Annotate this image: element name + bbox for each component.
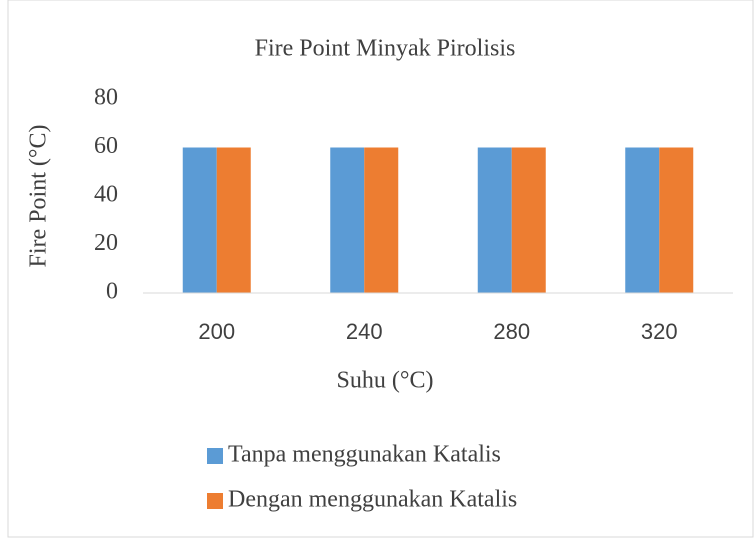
y-tick-label: 0 bbox=[106, 279, 118, 305]
y-tick-label: 80 bbox=[94, 85, 118, 111]
legend-label: Tanpa menggunakan Katalis bbox=[228, 442, 501, 468]
bar bbox=[216, 147, 251, 293]
x-tick-label: 320 bbox=[641, 319, 678, 344]
bar bbox=[182, 147, 217, 293]
legend-label: Dengan menggunakan Katalis bbox=[228, 487, 517, 513]
bar bbox=[625, 147, 660, 293]
bar bbox=[659, 147, 694, 293]
y-tick-label: 60 bbox=[94, 133, 118, 159]
bar bbox=[364, 147, 399, 293]
bar bbox=[511, 147, 546, 293]
bar bbox=[330, 147, 365, 293]
x-axis-label: Suhu (°C) bbox=[337, 368, 434, 394]
y-tick-label: 40 bbox=[94, 182, 118, 208]
x-tick-label: 240 bbox=[346, 319, 383, 344]
chart-title: Fire Point Minyak Pirolisis bbox=[255, 36, 516, 62]
y-tick-label: 20 bbox=[94, 230, 118, 256]
legend-swatch bbox=[207, 448, 223, 464]
x-tick-label: 200 bbox=[198, 319, 235, 344]
y-axis-label: Fire Point (°C) bbox=[26, 125, 52, 268]
x-tick-label: 280 bbox=[493, 319, 530, 344]
legend-swatch bbox=[207, 493, 223, 509]
bar bbox=[477, 147, 512, 293]
